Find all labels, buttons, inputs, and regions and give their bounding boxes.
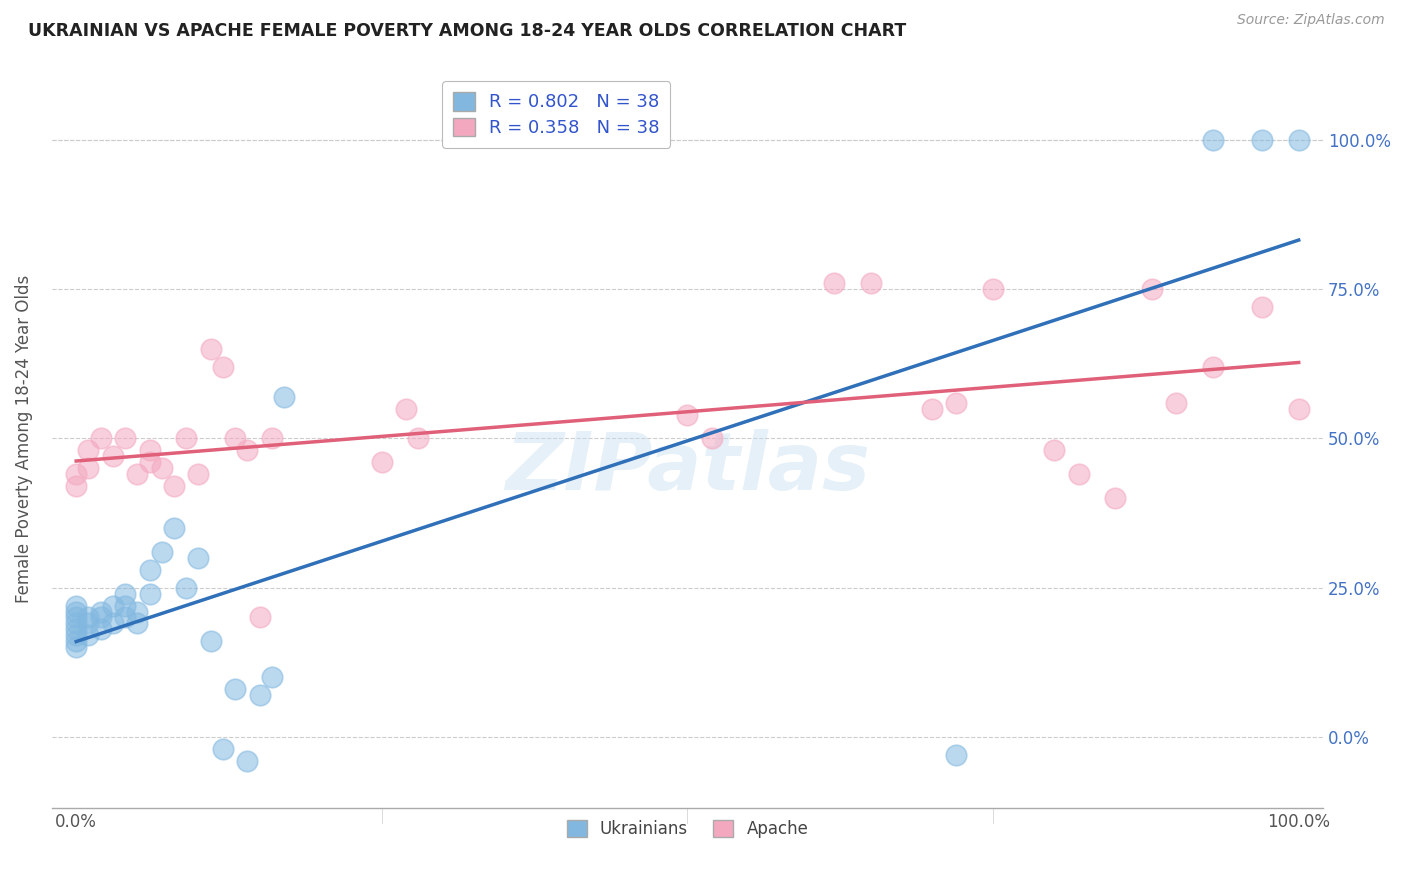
Point	[163, 521, 186, 535]
Point	[90, 623, 112, 637]
Point	[138, 455, 160, 469]
Point	[65, 479, 87, 493]
Point	[187, 467, 209, 482]
Point	[921, 401, 943, 416]
Point	[90, 610, 112, 624]
Legend: Ukrainians, Apache: Ukrainians, Apache	[560, 813, 815, 845]
Point	[138, 587, 160, 601]
Point	[138, 563, 160, 577]
Point	[1288, 401, 1310, 416]
Point	[65, 616, 87, 631]
Point	[150, 545, 173, 559]
Point	[138, 443, 160, 458]
Point	[200, 342, 222, 356]
Point	[65, 634, 87, 648]
Point	[212, 741, 235, 756]
Point	[90, 605, 112, 619]
Point	[408, 432, 430, 446]
Point	[65, 640, 87, 655]
Point	[945, 395, 967, 409]
Point	[1202, 359, 1225, 374]
Point	[260, 432, 283, 446]
Point	[260, 670, 283, 684]
Text: ZIPatlas: ZIPatlas	[505, 429, 870, 507]
Point	[1251, 300, 1274, 314]
Point	[224, 682, 246, 697]
Point	[1104, 491, 1126, 505]
Point	[65, 610, 87, 624]
Point	[77, 610, 100, 624]
Point	[1251, 133, 1274, 147]
Point	[676, 408, 699, 422]
Point	[224, 432, 246, 446]
Point	[77, 443, 100, 458]
Point	[77, 461, 100, 475]
Text: Source: ZipAtlas.com: Source: ZipAtlas.com	[1237, 13, 1385, 28]
Point	[127, 616, 149, 631]
Point	[65, 623, 87, 637]
Point	[823, 277, 845, 291]
Point	[200, 634, 222, 648]
Point	[1166, 395, 1188, 409]
Point	[1288, 133, 1310, 147]
Point	[90, 432, 112, 446]
Point	[859, 277, 882, 291]
Point	[249, 688, 271, 702]
Point	[273, 390, 295, 404]
Point	[249, 610, 271, 624]
Point	[114, 610, 136, 624]
Point	[700, 432, 723, 446]
Point	[101, 616, 124, 631]
Point	[187, 550, 209, 565]
Point	[371, 455, 394, 469]
Point	[150, 461, 173, 475]
Point	[174, 581, 197, 595]
Point	[174, 432, 197, 446]
Point	[114, 599, 136, 613]
Point	[77, 628, 100, 642]
Point	[1043, 443, 1066, 458]
Point	[101, 599, 124, 613]
Point	[127, 605, 149, 619]
Point	[77, 616, 100, 631]
Point	[101, 450, 124, 464]
Y-axis label: Female Poverty Among 18-24 Year Olds: Female Poverty Among 18-24 Year Olds	[15, 275, 32, 603]
Point	[1140, 282, 1163, 296]
Point	[945, 747, 967, 762]
Point	[395, 401, 418, 416]
Point	[65, 628, 87, 642]
Point	[65, 605, 87, 619]
Point	[114, 587, 136, 601]
Point	[1067, 467, 1090, 482]
Point	[236, 443, 259, 458]
Text: UKRAINIAN VS APACHE FEMALE POVERTY AMONG 18-24 YEAR OLDS CORRELATION CHART: UKRAINIAN VS APACHE FEMALE POVERTY AMONG…	[28, 22, 907, 40]
Point	[127, 467, 149, 482]
Point	[212, 359, 235, 374]
Point	[65, 467, 87, 482]
Point	[1202, 133, 1225, 147]
Point	[236, 754, 259, 768]
Point	[163, 479, 186, 493]
Point	[65, 599, 87, 613]
Point	[981, 282, 1004, 296]
Point	[114, 432, 136, 446]
